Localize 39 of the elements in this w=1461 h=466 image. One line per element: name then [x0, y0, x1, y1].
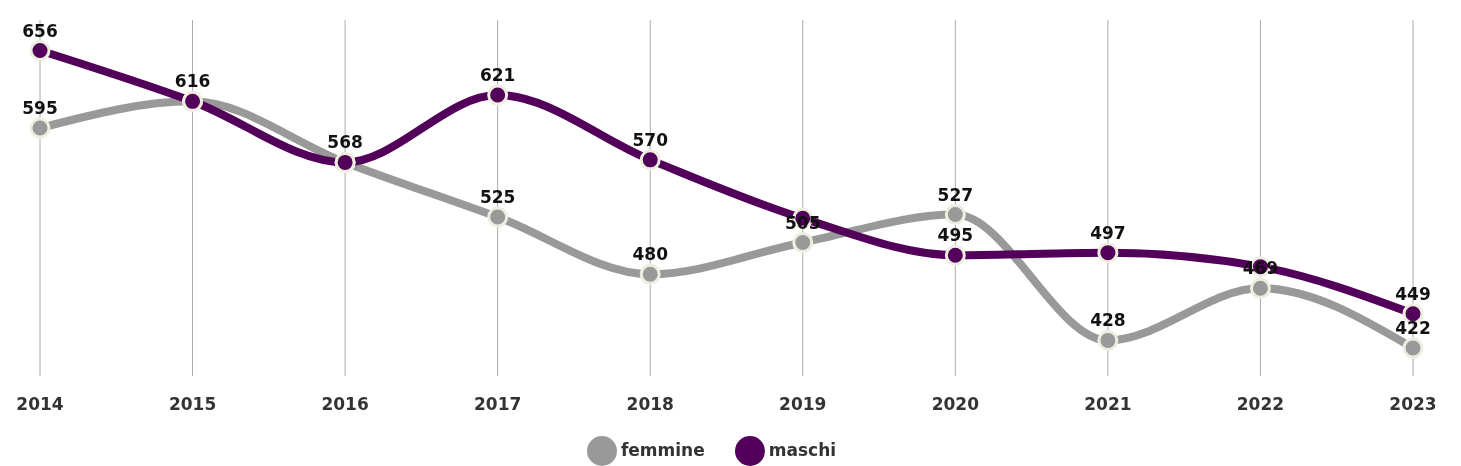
point: [1249, 277, 1271, 299]
legend-label: maschi: [768, 440, 837, 460]
data-label: 621: [479, 65, 516, 86]
point: [944, 204, 966, 226]
data-label: 568: [327, 132, 363, 153]
x-tick-label: 2020: [931, 394, 980, 415]
point: [29, 40, 51, 62]
x-tick-label: 2017: [474, 394, 522, 415]
data-label: 570: [632, 129, 669, 150]
x-tick-label: 2023: [1389, 394, 1437, 415]
point: [944, 244, 966, 266]
x-tick-label: 2016: [321, 394, 369, 415]
point: [639, 263, 661, 285]
x-tick-label: 2022: [1236, 394, 1285, 415]
point: [487, 84, 509, 106]
point: [1097, 242, 1119, 264]
point: [639, 149, 661, 171]
data-label: 497: [1090, 222, 1126, 243]
legend-label: femmine: [620, 440, 705, 460]
point: [487, 206, 509, 228]
data-label: 428: [1090, 310, 1126, 331]
x-tick-label: 2014: [16, 394, 64, 415]
data-label: 422: [1395, 318, 1431, 339]
point: [1402, 337, 1424, 359]
x-tick-label: 2021: [1084, 394, 1132, 415]
point: [792, 232, 814, 253]
data-label: 656: [22, 20, 58, 41]
data-label: 525: [479, 187, 516, 208]
data-label: 595: [22, 98, 58, 119]
point: [29, 117, 51, 139]
data-label: 480: [632, 244, 669, 265]
data-label: 495: [937, 225, 974, 246]
x-tick-label: 2018: [626, 394, 674, 415]
x-tick-label: 2019: [779, 394, 827, 415]
data-label: 527: [937, 184, 974, 205]
data-label: 616: [174, 71, 211, 92]
point: [1097, 329, 1119, 351]
data-label: 449: [1395, 283, 1431, 304]
x-tick-label: 2015: [168, 394, 217, 415]
